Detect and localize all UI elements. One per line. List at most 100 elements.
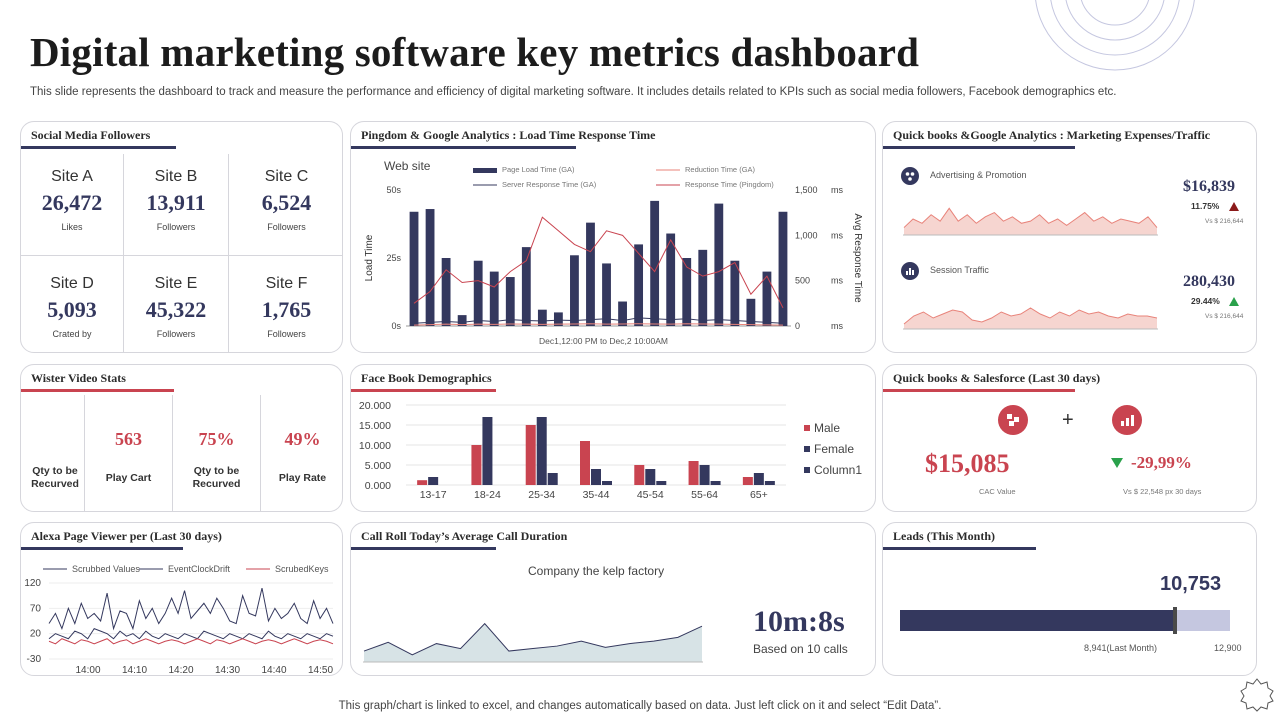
site-caption: Followers [267, 329, 306, 339]
title-underline [351, 547, 496, 550]
demographic-bar[interactable] [656, 481, 667, 485]
y-tick-label: 0.000 [365, 480, 391, 492]
x-tick-label: 14:30 [215, 665, 240, 675]
load-time-bar[interactable] [553, 312, 563, 326]
y-tick-label: -30 [27, 654, 42, 665]
legend-swatch [804, 425, 810, 431]
salesforce-card: Quick books & Salesforce (Last 30 days) … [882, 364, 1257, 512]
leads-card: Leads (This Month) 10,753 8,941(Last Mon… [882, 522, 1257, 676]
cac-label: CAC Value [979, 487, 1016, 496]
trend-down-icon [1111, 458, 1123, 468]
site-name: Site A [51, 168, 93, 185]
site-name: Site F [265, 275, 308, 292]
demographic-bar[interactable] [634, 465, 645, 485]
demographic-bar[interactable] [525, 425, 536, 485]
divider [228, 154, 229, 352]
demographic-bar[interactable] [710, 481, 721, 485]
demographic-bar[interactable] [742, 477, 753, 485]
load-time-bar[interactable] [570, 255, 579, 326]
load-time-bar[interactable] [441, 258, 451, 326]
pingdom-chart[interactable]: Web site Page Load Time (GA) Reduction Tim… [351, 150, 876, 350]
plus-sign: + [1062, 409, 1074, 431]
legend-label: ScrubedKeys [275, 564, 329, 574]
site-name: Site C [264, 168, 309, 185]
leads-marker [1173, 607, 1178, 634]
site-tile: Site A 26,472 Likes [21, 168, 123, 232]
video-stats-title: Wister Video Stats [31, 371, 126, 385]
y-tick-label: 20 [30, 629, 42, 640]
load-time-bar[interactable] [778, 211, 788, 326]
expenses-title: Quick books &Google Analytics : Marketin… [893, 128, 1211, 142]
title-underline [21, 547, 183, 550]
load-time-bar[interactable] [602, 263, 611, 326]
legend-swatch [804, 467, 810, 473]
demographic-bar[interactable] [688, 461, 699, 485]
salesforce-vs: Vs $ 22,548 px 30 days [1123, 487, 1202, 496]
x-tick-label: 14:40 [261, 665, 286, 675]
load-time-bar[interactable] [698, 249, 708, 326]
demographic-bar[interactable] [547, 473, 558, 485]
demographic-bar[interactable] [580, 441, 590, 485]
y-axis-label: Load Time [364, 234, 375, 281]
demographic-bar[interactable] [645, 469, 656, 485]
load-time-bar[interactable] [586, 222, 595, 326]
y-tick-label: 10.000 [359, 440, 391, 452]
load-time-bar[interactable] [457, 315, 467, 326]
load-time-bar[interactable] [634, 244, 644, 326]
advertising-line [903, 207, 1158, 228]
page-subtitle: This slide represents the dashboard to t… [30, 86, 1117, 98]
pingdom-card: Pingdom & Google Analytics : Load Time R… [350, 121, 876, 353]
site-tile: Site F 1,765 Followers [229, 275, 342, 339]
load-time-bar[interactable] [762, 271, 772, 326]
demographic-bar[interactable] [591, 469, 601, 485]
demographic-bar[interactable] [536, 417, 547, 485]
load-time-bar[interactable] [666, 233, 676, 326]
demographic-bar[interactable] [428, 477, 439, 485]
social-media-title: Social Media Followers [31, 128, 151, 142]
call-title: Call Roll Today’s Average Call Duration [361, 529, 568, 543]
load-time-bar[interactable] [505, 277, 515, 326]
y2-axis-label: Avg Response Time [852, 213, 863, 303]
load-time-bar[interactable] [730, 260, 740, 326]
call-based: Based on 10 calls [753, 642, 848, 656]
session-change: 29.44% [1191, 296, 1220, 306]
y2-unit-label: ms [831, 230, 843, 240]
advertising-sparkline [903, 207, 1158, 236]
load-time-bar[interactable] [489, 271, 499, 326]
call-line [363, 622, 703, 656]
x-tick-label: 55-64 [691, 489, 718, 501]
site-tile: Site B 13,911 Followers [124, 168, 228, 232]
video-label-0: Qty to be Recurved [31, 465, 79, 490]
load-time-bar[interactable] [521, 247, 531, 326]
legend-label: Column1 [814, 463, 862, 477]
site-value: 6,524 [261, 190, 312, 215]
load-time-bar[interactable] [409, 211, 419, 326]
demographic-bar[interactable] [471, 445, 482, 485]
site-caption: Crated by [52, 329, 92, 339]
load-time-bar[interactable] [425, 209, 435, 326]
demographic-bar[interactable] [753, 473, 764, 485]
demographic-bar[interactable] [764, 481, 775, 485]
x-tick-label: 14:50 [308, 665, 333, 675]
load-time-bar[interactable] [537, 309, 547, 326]
facebook-chart[interactable]: 20.000 15.000 10.000 5.000 0.000 13-17 18-24 25… [351, 393, 876, 511]
megaphone-icon [901, 167, 919, 185]
load-time-bar[interactable] [650, 200, 660, 326]
title-underline [351, 146, 576, 149]
load-time-bar[interactable] [618, 301, 627, 326]
alexa-chart[interactable]: Scrubbed Values EventClockDrift ScrubedKey… [21, 559, 343, 675]
decorative-circles-icon [1035, 0, 1195, 71]
load-time-bar[interactable] [746, 298, 756, 326]
demographic-bar[interactable] [482, 417, 493, 485]
site-name: Site D [50, 275, 94, 292]
load-time-bar[interactable] [682, 258, 692, 326]
load-time-bar[interactable] [473, 260, 483, 326]
demographic-bar[interactable] [602, 481, 612, 485]
page-title: Digital marketing software key metrics d… [30, 29, 920, 75]
demographic-bar[interactable] [699, 465, 710, 485]
load-time-bar[interactable] [714, 203, 724, 326]
traffic-icon [901, 262, 919, 280]
leads-target: 12,900 [1214, 643, 1242, 653]
x-tick-label: 14:00 [75, 665, 100, 675]
demographic-bar[interactable] [417, 480, 428, 485]
